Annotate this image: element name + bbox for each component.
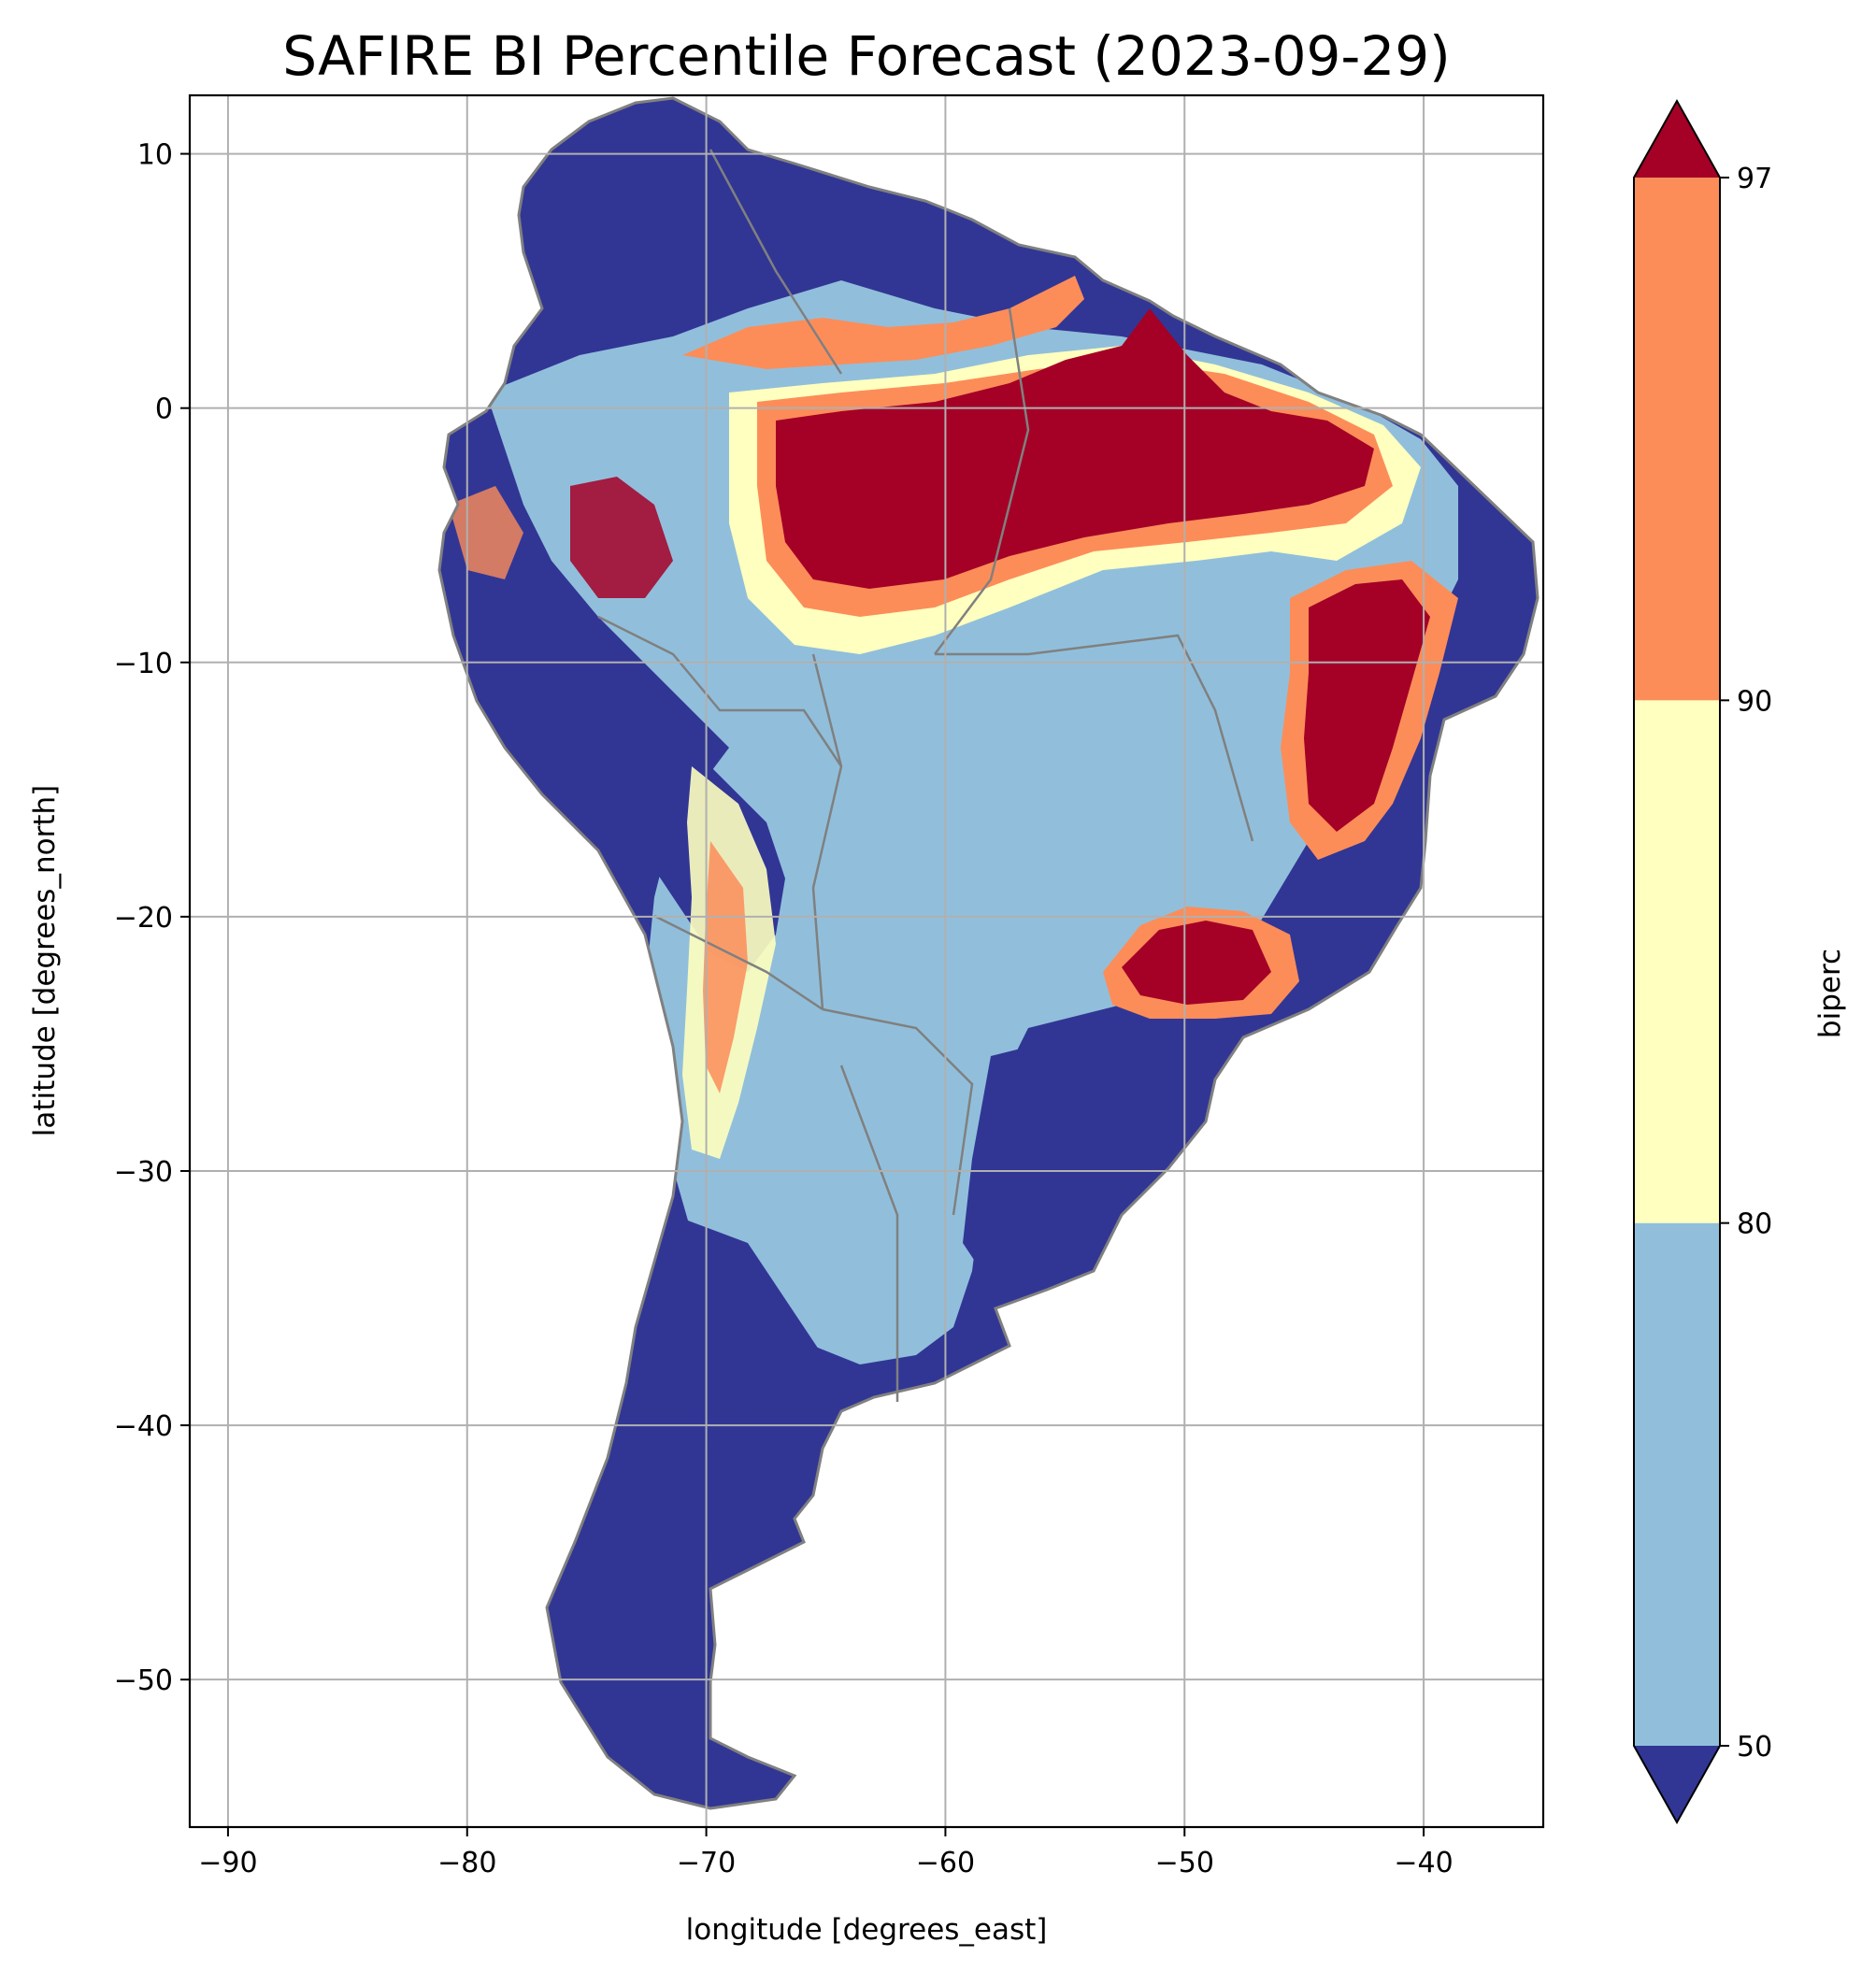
region-southeast-above97 (1122, 921, 1271, 1005)
colorbar: 50 80 90 97 (1633, 98, 1772, 1825)
x-tick-label: −40 (1394, 1847, 1453, 1879)
country-borders (597, 149, 1254, 1402)
colorbar-segment (1634, 700, 1720, 1223)
x-tick-label: −80 (437, 1847, 496, 1879)
region-northeast-above97 (1304, 579, 1430, 832)
x-tick-label: −70 (677, 1847, 736, 1879)
y-tick-label: −10 (114, 648, 173, 680)
x-axis-ticks: −90 −80 −70 −60 −50 −40 (198, 1827, 1454, 1879)
region-northwest-speckle (570, 477, 673, 598)
y-tick-label: −50 (114, 1664, 173, 1697)
y-axis-ticks: 10 0 −10 −20 −30 −40 −50 (114, 139, 190, 1697)
x-tick-label: −60 (916, 1847, 975, 1879)
region-amazon-above97 (776, 308, 1374, 589)
colorbar-label: biperc (1813, 949, 1847, 1038)
y-tick-label: −20 (114, 902, 173, 935)
colorbar-extend-high (1634, 101, 1720, 178)
colorbar-tick-label: 90 (1737, 685, 1772, 718)
y-tick-label: 0 (155, 393, 173, 426)
chart-title: SAFIRE BI Percentile Forecast (2023-09-2… (282, 24, 1451, 88)
colorbar-segment (1634, 1222, 1720, 1746)
y-tick-label: −30 (114, 1156, 173, 1189)
colorbar-extend-low (1634, 1746, 1720, 1822)
colorbar-segment (1634, 178, 1720, 701)
colorbar-tick-label: 50 (1737, 1731, 1772, 1764)
gridlines (190, 95, 1543, 1827)
x-axis-label: longitude [degrees_east] (686, 1913, 1048, 1947)
colorbar-tick-label: 80 (1737, 1208, 1772, 1241)
y-tick-label: −40 (114, 1410, 173, 1443)
y-tick-label: 10 (137, 139, 173, 172)
x-tick-label: −90 (198, 1847, 257, 1879)
axes-frame (188, 93, 1545, 1829)
region-andes-central-90-97 (703, 841, 748, 1093)
colorbar-tick-label: 97 (1737, 163, 1772, 195)
region-guiana-90-97 (682, 276, 1084, 369)
y-axis-label: latitude [degrees_north] (28, 785, 62, 1136)
x-tick-label: −50 (1155, 1847, 1214, 1879)
